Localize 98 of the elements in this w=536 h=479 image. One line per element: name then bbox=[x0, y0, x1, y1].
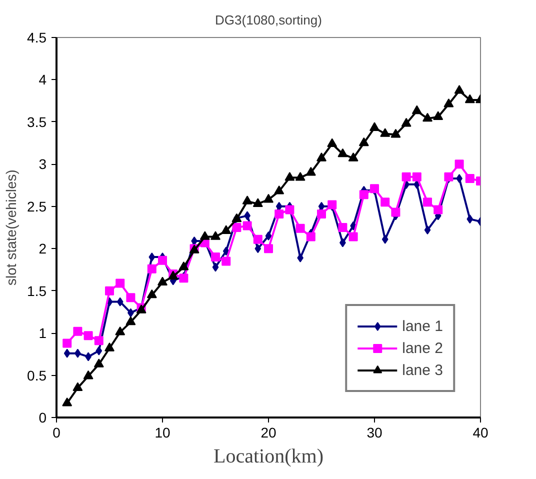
point bbox=[423, 198, 432, 207]
point bbox=[359, 190, 368, 200]
point bbox=[284, 172, 295, 181]
x-tick-label: 40 bbox=[472, 424, 488, 440]
x-tick-label: 20 bbox=[260, 424, 276, 440]
point bbox=[158, 256, 167, 265]
point bbox=[126, 316, 136, 326]
point bbox=[222, 256, 231, 266]
point bbox=[412, 105, 422, 114]
y-tick-label: 1 bbox=[38, 325, 47, 342]
x-tick-label: 0 bbox=[52, 424, 61, 440]
point bbox=[466, 214, 474, 224]
point bbox=[296, 224, 305, 233]
legend-label: lane 1 bbox=[402, 318, 443, 334]
point bbox=[338, 223, 348, 232]
point bbox=[306, 166, 316, 176]
point bbox=[116, 278, 125, 288]
point bbox=[212, 262, 219, 272]
legend-label: lane 3 bbox=[402, 362, 443, 378]
point bbox=[444, 98, 454, 108]
point bbox=[295, 172, 306, 181]
point bbox=[146, 289, 157, 298]
point bbox=[380, 198, 390, 207]
point bbox=[402, 172, 411, 182]
point bbox=[401, 118, 412, 127]
point bbox=[327, 138, 338, 147]
y-tick-label: 0.5 bbox=[27, 367, 47, 384]
y-tick-label: 0 bbox=[38, 410, 47, 426]
point bbox=[265, 231, 272, 240]
y-tick-label: 3.5 bbox=[27, 114, 47, 130]
point bbox=[348, 232, 358, 242]
x-axis-title: Location(km) bbox=[214, 446, 324, 468]
point bbox=[158, 276, 168, 286]
point bbox=[83, 370, 94, 380]
point bbox=[148, 252, 156, 262]
point bbox=[274, 185, 284, 194]
point bbox=[424, 226, 431, 235]
point bbox=[96, 346, 102, 356]
point bbox=[211, 252, 220, 262]
point bbox=[210, 231, 220, 240]
point bbox=[222, 246, 230, 256]
point bbox=[285, 205, 294, 214]
point bbox=[264, 194, 274, 203]
point bbox=[422, 112, 432, 122]
point bbox=[242, 221, 252, 230]
point bbox=[62, 338, 72, 348]
point bbox=[382, 234, 388, 244]
point bbox=[178, 261, 189, 270]
point bbox=[464, 94, 475, 104]
point bbox=[115, 326, 126, 336]
point bbox=[306, 232, 316, 242]
point bbox=[104, 342, 114, 352]
point bbox=[116, 297, 124, 306]
point bbox=[221, 225, 232, 234]
point bbox=[94, 336, 104, 346]
y-tick-label: 4.5 bbox=[27, 30, 47, 46]
point bbox=[254, 244, 262, 254]
point bbox=[434, 205, 443, 214]
y-tick-label: 2 bbox=[38, 240, 47, 257]
point bbox=[72, 382, 83, 392]
point bbox=[380, 128, 390, 137]
point bbox=[64, 348, 70, 358]
point bbox=[390, 128, 401, 138]
point bbox=[62, 397, 72, 406]
point bbox=[338, 148, 348, 158]
point bbox=[370, 122, 380, 131]
point bbox=[105, 286, 114, 296]
point bbox=[94, 358, 104, 368]
point bbox=[200, 231, 210, 240]
point bbox=[84, 331, 93, 340]
point bbox=[126, 293, 136, 302]
point bbox=[147, 264, 156, 274]
point bbox=[252, 198, 263, 207]
y-tick-label: 3 bbox=[38, 156, 47, 172]
point bbox=[232, 223, 242, 232]
x-tick-label: 30 bbox=[366, 424, 382, 440]
point bbox=[412, 172, 422, 182]
point bbox=[454, 160, 464, 169]
point bbox=[316, 152, 326, 162]
point bbox=[454, 85, 464, 94]
point bbox=[358, 137, 369, 146]
y-axis-title: slot state(vehicles) bbox=[3, 170, 20, 286]
point bbox=[264, 244, 273, 254]
point bbox=[433, 111, 444, 120]
y-tick-label: 4 bbox=[38, 72, 47, 88]
y-tick-label: 2.5 bbox=[27, 198, 47, 214]
point bbox=[253, 234, 262, 244]
y-tick-label: 1.5 bbox=[27, 282, 47, 299]
legend-label: lane 2 bbox=[402, 340, 443, 356]
point bbox=[317, 209, 326, 218]
point bbox=[391, 208, 400, 217]
point bbox=[274, 209, 284, 218]
point bbox=[242, 196, 252, 204]
point bbox=[348, 152, 358, 162]
x-tick-label: 10 bbox=[154, 424, 170, 440]
point bbox=[465, 174, 474, 184]
chart-title: DG3(1080,sorting) bbox=[215, 12, 322, 28]
point bbox=[73, 326, 82, 336]
